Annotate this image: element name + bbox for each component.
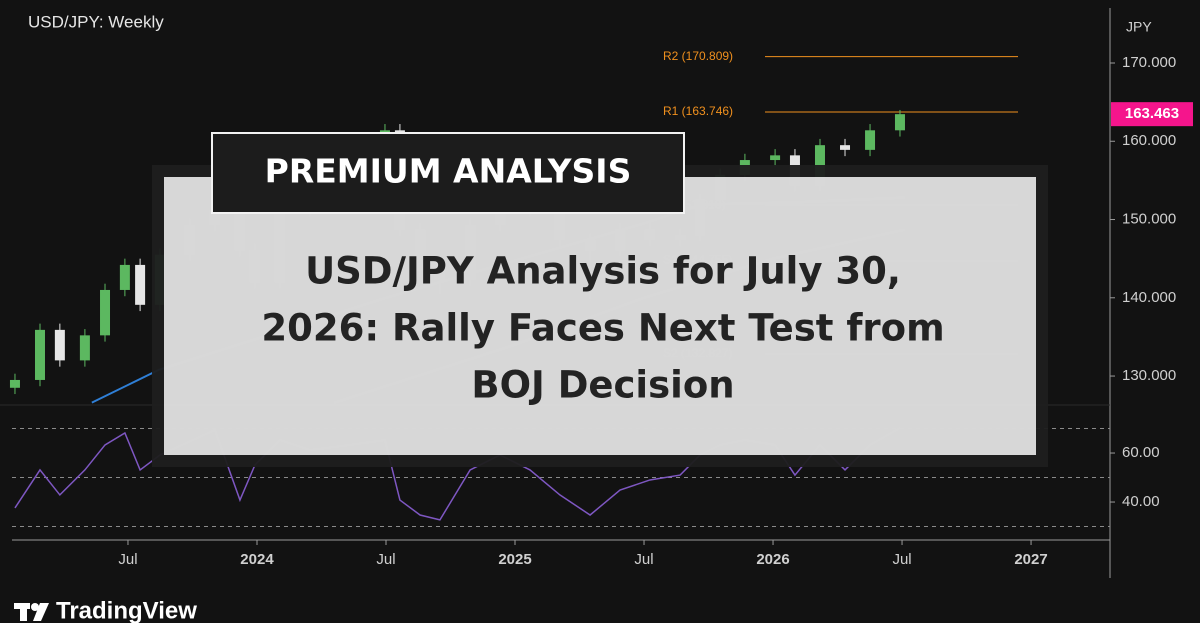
x-tick-label: Jul [376, 551, 395, 568]
x-tick-label: Jul [634, 551, 653, 568]
candle-body [135, 264, 146, 305]
pivot-label: R1 (163.746) [663, 104, 733, 118]
candle-body [34, 329, 45, 380]
y-tick-label: 130.000 [1122, 367, 1176, 384]
candle-body [119, 264, 130, 290]
candle-body [54, 329, 65, 361]
x-tick-label: 2026 [756, 551, 789, 568]
x-tick-label: Jul [118, 551, 137, 568]
overlay: PREMIUM ANALYSIS USD/JPY Analysis for Ju… [152, 132, 1048, 467]
logo-part [20, 603, 27, 621]
candle-body [79, 335, 90, 361]
brand-name: TradingView [56, 597, 197, 623]
badge-text: PREMIUM ANALYSIS [265, 152, 632, 191]
last-price-badge [1111, 102, 1193, 127]
candle-body [770, 155, 781, 161]
headline-line: USD/JPY Analysis for July 30, [305, 250, 901, 293]
logo-part [33, 603, 49, 621]
overlay-panel [164, 177, 1036, 455]
brand-logo [14, 603, 49, 621]
candle-body [9, 379, 20, 388]
y-tick-label: 170.000 [1122, 54, 1176, 71]
headline-line: BOJ Decision [471, 364, 734, 407]
y-axis-label: JPY [1126, 19, 1152, 35]
chart-title: USD/JPY: Weekly [28, 12, 164, 31]
candle-body [100, 289, 111, 336]
logo-part [31, 603, 39, 611]
headline-line: 2026: Rally Faces Next Test from [261, 307, 944, 350]
candle-body [840, 145, 851, 150]
candle-body [894, 114, 905, 131]
y-tick-label: 150.000 [1122, 210, 1176, 227]
x-tick-label: Jul [892, 551, 911, 568]
y-tick-label: 160.000 [1122, 132, 1176, 149]
pivot-label: R2 (170.809) [663, 49, 733, 63]
candle-body [865, 130, 876, 150]
y-tick-label: 140.000 [1122, 289, 1176, 306]
badge-box [211, 132, 685, 214]
last-price-label: 163.463 [1125, 105, 1179, 122]
x-tick-label: 2024 [240, 551, 274, 568]
x-tick-label: 2027 [1014, 551, 1047, 568]
x-tick-label: 2025 [498, 551, 531, 568]
y-tick-label: 60.00 [1122, 444, 1160, 461]
y-tick-label: 40.00 [1122, 493, 1160, 510]
